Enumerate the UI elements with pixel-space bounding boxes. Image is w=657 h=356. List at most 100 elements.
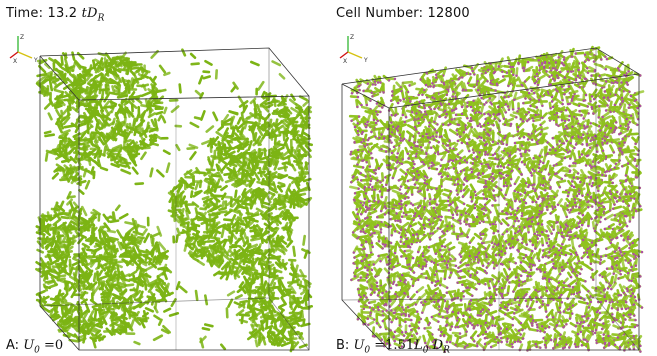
panel-b-rods: [350, 47, 644, 353]
cell-rod-tip: [408, 84, 410, 86]
cell-rod: [251, 200, 252, 208]
cell-rod-tip: [365, 126, 367, 128]
cell-rod: [73, 325, 79, 327]
cell-rod-tip: [447, 167, 449, 169]
cell-rod: [153, 239, 154, 246]
cell-rod-tip: [376, 285, 378, 287]
cell-rod-tip: [596, 151, 598, 153]
cell-rod-tip: [578, 226, 580, 228]
cell-rod-tip: [625, 174, 627, 176]
cell-rod-tip: [554, 253, 556, 255]
cell-rod-tip: [581, 344, 583, 346]
cell-rod-tip: [557, 77, 559, 79]
cell-rod-tip: [528, 118, 530, 120]
cell-rod-tip: [509, 247, 511, 249]
cell-rod: [230, 268, 231, 273]
panel-a-value: =0: [40, 338, 63, 353]
cell-rod: [254, 101, 256, 110]
cell-rod: [153, 77, 156, 81]
cell-rod-tip: [532, 201, 534, 203]
cell-rod-tip: [590, 122, 592, 124]
cell-rod-tip: [593, 139, 595, 141]
cell-rod-tip: [623, 239, 625, 241]
cell-rod: [227, 137, 235, 140]
cell-rod: [270, 276, 278, 277]
cell-rod: [262, 255, 263, 260]
cell-rod: [73, 53, 75, 60]
cell-rod-tip: [357, 279, 359, 281]
cell-rod: [118, 274, 119, 280]
cell-rod-tip: [514, 183, 516, 185]
cell-rod: [151, 233, 159, 236]
cell-rod-tip: [583, 299, 585, 301]
cell-rod: [221, 255, 223, 261]
cell-rod-tip: [507, 309, 509, 311]
cell-rod-tip: [616, 200, 618, 202]
cell-rod: [229, 300, 232, 307]
cell-rod-tip: [417, 206, 419, 208]
cell-rod: [231, 198, 232, 206]
cell-rod-tip: [435, 253, 437, 255]
cell-rod-tip: [420, 301, 422, 303]
cell-rod-tip: [502, 75, 504, 77]
cell-rod: [44, 216, 51, 218]
cell-rod: [143, 230, 147, 235]
cell-rod: [278, 186, 284, 187]
cell-rod: [202, 251, 209, 252]
cell-rod: [234, 168, 235, 174]
cell-rod: [116, 113, 118, 118]
cell-rod: [53, 233, 54, 239]
panel-a-rods: [36, 50, 311, 351]
cell-rod: [247, 238, 248, 245]
panel-a-render: [4, 28, 322, 354]
cell-rod: [63, 320, 69, 321]
cell-rod-tip: [634, 319, 636, 321]
cell-rod: [156, 243, 157, 251]
cell-rod: [188, 148, 195, 149]
cell-rod: [159, 268, 165, 269]
cell-number: Cell Number: 12800: [336, 6, 470, 21]
cell-rod-tip: [628, 107, 630, 109]
cell-rod: [262, 92, 264, 97]
cell-rod: [76, 231, 79, 235]
cell-rod-tip: [495, 254, 497, 256]
cell-rod-tip: [612, 182, 614, 184]
cell-rod: [177, 145, 180, 150]
cell-rod: [188, 245, 193, 249]
cell-rod: [288, 282, 297, 283]
cell-rod-tip: [369, 312, 371, 314]
cell-rod: [275, 315, 280, 316]
axis-x-label: X: [13, 58, 17, 65]
cell-rod: [186, 202, 187, 211]
cell-rod-tip: [435, 135, 437, 137]
cell-rod-tip: [360, 230, 362, 232]
cell-rod-tip: [362, 90, 364, 92]
cell-rod-tip: [433, 139, 435, 141]
cell-rod: [63, 131, 69, 133]
cell-rod: [481, 105, 483, 113]
cell-rod: [102, 107, 110, 108]
cell-rod: [73, 83, 80, 84]
cell-rod-tip: [418, 122, 420, 124]
cell-rod-tip: [459, 332, 461, 334]
cell-rod-tip: [617, 277, 619, 279]
cell-rod: [65, 126, 74, 128]
cell-rod-tip: [578, 212, 580, 214]
cell-rod: [299, 175, 300, 181]
cell-rod: [277, 203, 285, 205]
cell-rod: [204, 77, 210, 79]
cell-rod: [118, 231, 122, 237]
cell-rod: [71, 177, 76, 178]
cell-rod: [228, 168, 234, 172]
cell-rod: [194, 245, 197, 250]
cell-rod: [152, 120, 155, 126]
cell-rod-tip: [473, 73, 475, 75]
cell-rod-tip: [590, 74, 592, 76]
cell-rod: [191, 54, 195, 58]
cell-rod: [81, 274, 88, 275]
cell-rod: [180, 287, 186, 292]
cell-rod: [177, 282, 179, 289]
cell-rod: [109, 244, 110, 249]
cell-rod-tip: [446, 310, 448, 312]
cell-rod: [111, 254, 112, 260]
